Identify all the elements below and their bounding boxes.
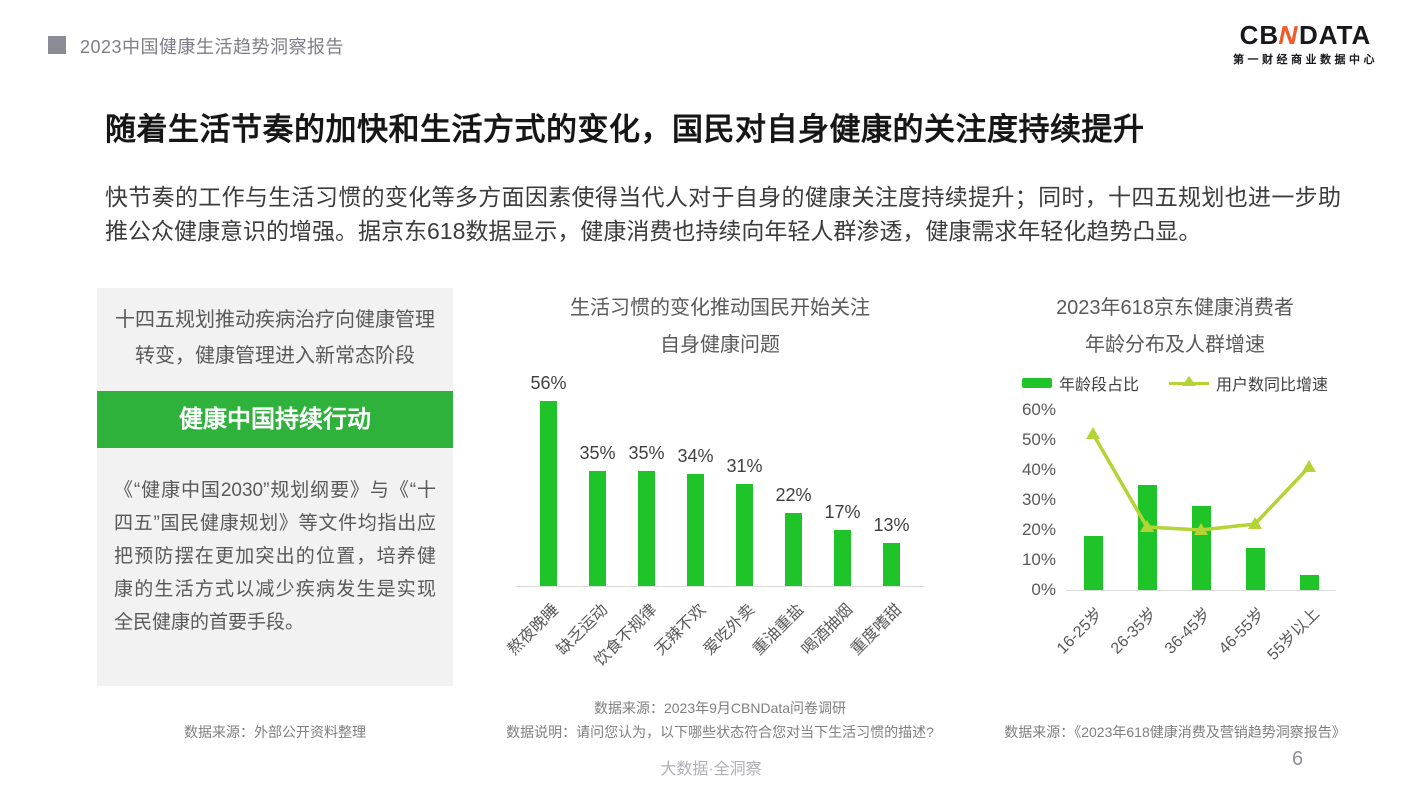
- policy-panel-title-line2: 转变，健康管理进入新常态阶段: [135, 345, 415, 367]
- bar: [1137, 485, 1157, 590]
- y-axis-tick-label: 20%: [1021, 520, 1056, 539]
- legend-item-line-series: 用户数同比增速: [1169, 371, 1328, 395]
- line-series-label: 用户数同比增速: [1216, 377, 1329, 394]
- legend-item-bar-series: 年龄段占比: [1021, 371, 1139, 395]
- bar: [540, 401, 557, 586]
- bar: [1191, 506, 1211, 590]
- bar-value-label: 31%: [726, 455, 763, 476]
- report-title: 2023中国健康生活趋势洞察报告: [80, 37, 345, 57]
- y-axis-tick-label: 40%: [1021, 460, 1056, 479]
- bar-value-label: 13%: [873, 515, 910, 536]
- age-bar-slot: [1282, 410, 1336, 590]
- combo-chart-area: 60% 50% 40% 30% 20% 10% 0% 16-25岁 26-35岁 36-45岁 4…: [1014, 400, 1336, 673]
- logo-wordmark: CBNDATA: [1233, 20, 1378, 50]
- bar: [687, 473, 704, 586]
- combo-chart-yaxis: 60% 50% 40% 30% 20% 10% 0%: [1014, 400, 1066, 599]
- y-axis-tick-label: 50%: [1021, 430, 1056, 449]
- age-bar-slot: [1066, 410, 1120, 590]
- habit-bar-slot: 34%: [671, 376, 720, 586]
- bar-value-label: 56%: [530, 373, 567, 394]
- bar-series-label: 年龄段占比: [1058, 377, 1139, 394]
- y-axis-tick-label: 30%: [1021, 490, 1056, 509]
- logo-cb: CB: [1239, 20, 1280, 50]
- habit-bar-slot: 17%: [818, 376, 867, 586]
- bar: [834, 529, 851, 586]
- bar-value-label: 17%: [824, 501, 861, 522]
- age-combo-chart: 2023年618京东健康消费者 年龄分布及人群增速 年龄段占比 用户数同比增速 …: [960, 290, 1390, 740]
- footer-tagline: 大数据·全洞察: [660, 761, 762, 778]
- bar-value-label: 22%: [775, 485, 812, 506]
- bar: [736, 483, 753, 586]
- age-bar-slot: [1120, 410, 1174, 590]
- combo-legend: 年龄段占比 用户数同比增速: [960, 370, 1390, 396]
- bar: [1245, 548, 1265, 590]
- habit-bar-slot: 22%: [769, 376, 818, 586]
- policy-panel-title: 十四五规划推动疾病治疗向健康管理 转变，健康管理进入新常态阶段: [97, 288, 453, 374]
- habit-bar-chart: 生活习惯的变化推动国民开始关注 自身健康问题 56% 35% 35% 34% 31% 22…: [495, 290, 945, 740]
- habit-chart-note: 数据说明：请问您认为，以下哪些状态符合您对当下生活习惯的描述?: [506, 724, 934, 740]
- habit-chart-plot: 56% 35% 35% 34% 31% 22% 17% 13%: [515, 373, 925, 587]
- line-swatch-triangle-icon: [1182, 376, 1196, 386]
- combo-chart-title-line2: 年龄分布及人群增速: [1085, 334, 1265, 356]
- habit-bar-slot: 35%: [573, 376, 622, 586]
- habit-bar-slot: 56%: [524, 373, 573, 586]
- bar-series-swatch-icon: [1021, 378, 1052, 388]
- policy-banner: 健康中国持续行动: [97, 391, 453, 448]
- y-axis-tick-label: 10%: [1021, 550, 1056, 569]
- page-title: 随着生活节奏的加快和生活方式的变化，国民对自身健康的关注度持续提升: [105, 112, 1145, 147]
- combo-chart-title: 2023年618京东健康消费者 年龄分布及人群增速: [960, 290, 1390, 364]
- category-tick: 55岁以上: [1264, 591, 1336, 673]
- logo-n-accent: N: [1276, 20, 1303, 50]
- habit-bar-slot: 31%: [720, 376, 769, 586]
- y-axis-tick-label: 0%: [1031, 580, 1056, 599]
- bar: [638, 470, 655, 586]
- category-tick-label: 16-25岁: [1054, 605, 1107, 658]
- bar-value-label: 35%: [579, 442, 616, 463]
- category-tick-label: 熬夜晚睡: [505, 601, 563, 659]
- habit-chart-title-line2: 自身健康问题: [660, 334, 780, 356]
- logo-data: DATA: [1298, 20, 1372, 50]
- combo-chart-ticks: 16-25岁 26-35岁 36-45岁 46-55岁 55岁以上: [1054, 591, 1336, 673]
- left-panel-source: 数据来源：外部公开资料整理: [184, 724, 366, 740]
- combo-chart-source: 数据来源：《2023年618健康消费及营销趋势洞察报告》: [1004, 724, 1346, 740]
- habit-chart-title: 生活习惯的变化推动国民开始关注 自身健康问题: [495, 290, 945, 364]
- intro-paragraph: 快节奏的工作与生活习惯的变化等多方面因素使得当代人对于自身的健康关注度持续提升；…: [105, 184, 1341, 244]
- habit-chart-source: 数据来源：2023年9月CBNData问卷调研: [593, 700, 847, 716]
- bar: [589, 470, 606, 586]
- combo-chart-plot: [1066, 410, 1336, 591]
- y-axis-tick-label: 60%: [1021, 400, 1056, 419]
- line-series-swatch-icon: [1169, 376, 1209, 390]
- policy-panel: 十四五规划推动疾病治疗向健康管理 转变，健康管理进入新常态阶段 健康中国持续行动…: [97, 288, 453, 686]
- habit-chart-title-line1: 生活习惯的变化推动国民开始关注: [570, 297, 870, 319]
- policy-panel-title-line1: 十四五规划推动疾病治疗向健康管理: [115, 309, 435, 331]
- age-bar-slot: [1228, 410, 1282, 590]
- age-bar-slot: [1174, 410, 1228, 590]
- bar: [785, 513, 802, 586]
- habit-chart-ticks: 熬夜晚睡 缺乏运动 饮食不规律 无辣不欢 爱吃外卖 重油重盐 喝酒抽烟 重度嗜甜: [505, 587, 925, 679]
- bar-value-label: 34%: [677, 445, 714, 466]
- policy-panel-body: 《“健康中国2030”规划纲要》与《“十四五”国民健康规划》等文件均指出应把预防…: [114, 480, 436, 633]
- bar: [1083, 536, 1103, 590]
- habit-bar-slot: 13%: [867, 376, 916, 586]
- combo-chart-title-line1: 2023年618京东健康消费者: [1056, 297, 1294, 319]
- bar: [1299, 575, 1319, 590]
- bullet-square-icon: [48, 36, 66, 54]
- category-tick: 重度嗜甜: [848, 587, 916, 679]
- logo-subtitle: 第一财经商业数据中心: [1233, 54, 1378, 66]
- bar-value-label: 35%: [628, 442, 665, 463]
- bar: [883, 543, 900, 586]
- page-number: 6: [1292, 748, 1304, 770]
- cbndata-logo: CBNDATA 第一财经商业数据中心: [1233, 20, 1378, 67]
- habit-bar-slot: 35%: [622, 376, 671, 586]
